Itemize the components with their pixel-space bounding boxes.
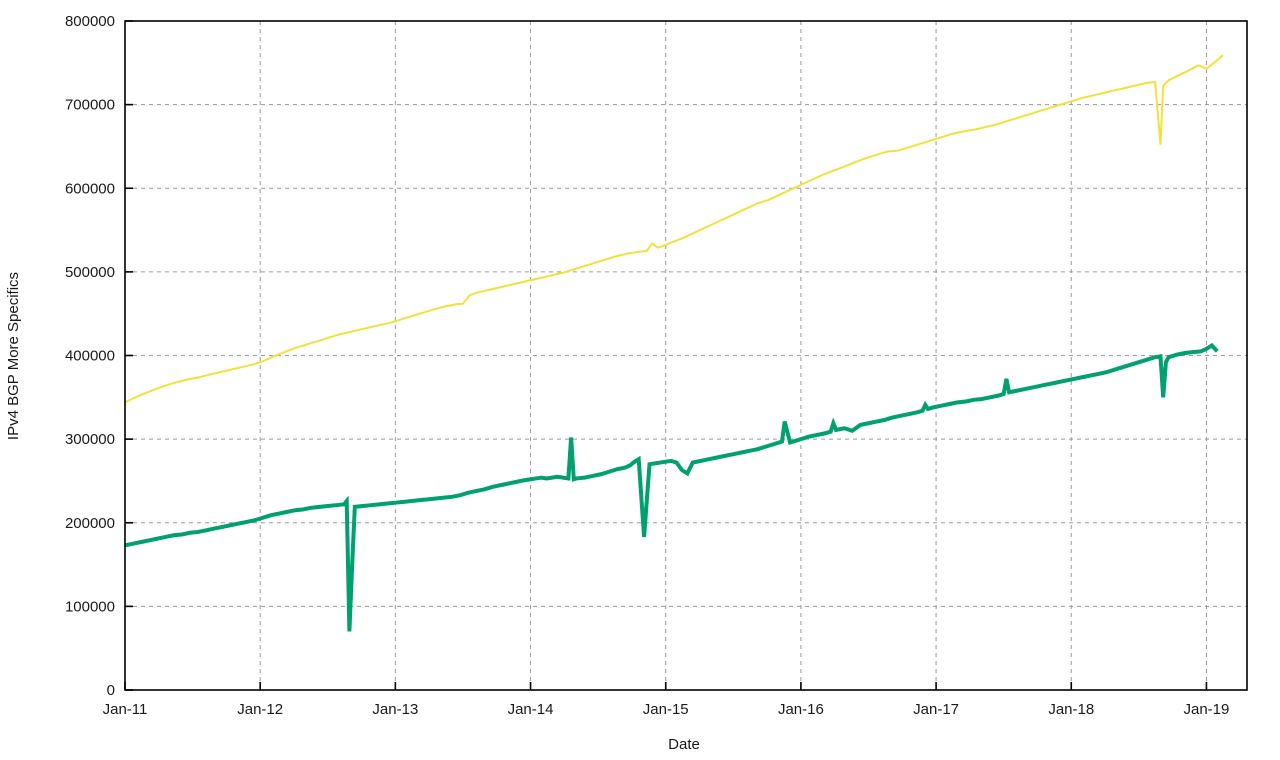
y-axis-tick-label: 300000 bbox=[65, 431, 115, 448]
y-axis-tick-label: 0 bbox=[107, 682, 115, 699]
x-axis-tick-label: Jan-19 bbox=[1184, 701, 1230, 718]
x-axis-tick-label: Jan-17 bbox=[913, 701, 959, 718]
y-axis-tick-label: 100000 bbox=[65, 598, 115, 615]
x-axis-tick-label: Jan-13 bbox=[372, 701, 418, 718]
gridlines bbox=[125, 21, 1247, 690]
axis-tick-labels: 0 100000 200000 300000 400000 500000 600000 700… bbox=[65, 13, 1229, 718]
series-line-lower-green-series bbox=[124, 342, 1219, 632]
y-axis-tick-label: 700000 bbox=[65, 97, 115, 114]
x-axis-tick-label: Jan-15 bbox=[643, 701, 689, 718]
axis-ticks bbox=[124, 20, 1208, 691]
data-series-layer bbox=[124, 54, 1224, 632]
series-line-upper-yellow-series bbox=[124, 54, 1224, 404]
y-axis-tick-label: 600000 bbox=[65, 180, 115, 197]
y-axis-tick-label: 200000 bbox=[65, 515, 115, 532]
x-axis-tick-label: Jan-16 bbox=[778, 701, 824, 718]
x-axis-tick-label: Jan-11 bbox=[103, 701, 148, 718]
y-axis-tick-label: 800000 bbox=[65, 13, 115, 30]
x-axis-tick-label: Jan-18 bbox=[1048, 701, 1094, 718]
y-axis-tick-label: 400000 bbox=[65, 348, 115, 365]
x-axis-title: Date bbox=[668, 736, 700, 753]
x-axis-tick-label: Jan-14 bbox=[508, 701, 554, 718]
x-axis-tick-label: Jan-12 bbox=[237, 701, 283, 718]
y-axis-tick-label: 500000 bbox=[65, 264, 115, 281]
y-axis-title: IPv4 BGP More Specifics bbox=[5, 272, 22, 440]
